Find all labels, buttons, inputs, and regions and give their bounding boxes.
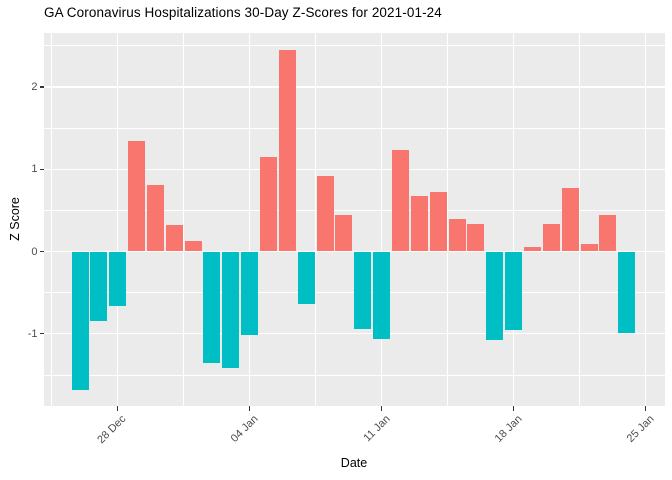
gridline-major-vertical bbox=[249, 33, 251, 406]
x-tick-mark bbox=[117, 406, 119, 411]
bar-2021-01-08 bbox=[316, 175, 334, 252]
gridline-major-vertical bbox=[381, 33, 383, 406]
gridline-minor-horizontal bbox=[44, 374, 665, 376]
bar-2021-01-15 bbox=[448, 219, 466, 252]
bar-2021-01-17 bbox=[486, 251, 504, 341]
gridline-minor-horizontal bbox=[44, 45, 665, 47]
bar-2021-01-09 bbox=[335, 215, 353, 252]
bar-2021-01-14 bbox=[429, 192, 447, 252]
gridline-major-vertical bbox=[645, 33, 647, 406]
chart-title: GA Coronavirus Hospitalizations 30-Day Z… bbox=[44, 5, 442, 20]
bar-2021-01-03 bbox=[222, 251, 240, 368]
bar-2021-01-19 bbox=[524, 247, 542, 252]
gridline-minor-vertical bbox=[579, 33, 581, 406]
bar-2021-01-10 bbox=[354, 251, 372, 329]
y-axis-title: Z Score bbox=[8, 197, 22, 241]
y-tick-mark bbox=[39, 86, 44, 88]
y-tick-mark bbox=[39, 333, 44, 335]
gridline-major-vertical bbox=[513, 33, 515, 406]
bar-2021-01-21 bbox=[561, 188, 579, 252]
y-tick-label: -1 bbox=[27, 327, 38, 340]
bar-2021-01-04 bbox=[241, 251, 259, 336]
gridline-minor-vertical bbox=[51, 33, 53, 406]
gridline-major-horizontal bbox=[44, 333, 665, 335]
x-tick-label: 18 Jan bbox=[492, 413, 525, 445]
x-tick-label: 25 Jan bbox=[624, 413, 657, 445]
x-tick-label: 04 Jan bbox=[228, 413, 261, 445]
bar-2021-01-23 bbox=[599, 215, 617, 252]
y-tick-label: 1 bbox=[31, 163, 38, 176]
bar-2021-01-16 bbox=[467, 224, 485, 252]
gridline-major-horizontal bbox=[44, 168, 665, 170]
gridline-minor-vertical bbox=[183, 33, 185, 406]
gridline-major-horizontal bbox=[44, 250, 665, 253]
bar-2020-12-30 bbox=[146, 184, 164, 252]
y-tick-mark bbox=[39, 250, 44, 253]
plot-panel bbox=[44, 33, 665, 406]
bar-2020-12-27 bbox=[90, 251, 108, 322]
bar-2021-01-13 bbox=[410, 196, 428, 252]
gridline-major-horizontal bbox=[44, 86, 665, 88]
bar-2021-01-20 bbox=[542, 224, 560, 252]
x-tick-label: 28 Dec bbox=[95, 413, 129, 447]
bar-2021-01-06 bbox=[278, 49, 296, 252]
gridline-major-vertical bbox=[117, 33, 119, 406]
gridline-minor-vertical bbox=[447, 33, 449, 406]
bar-2021-01-22 bbox=[580, 244, 598, 252]
bar-2021-01-01 bbox=[184, 240, 202, 252]
x-axis-title: Date bbox=[340, 456, 368, 470]
gridline-minor-horizontal bbox=[44, 127, 665, 129]
bar-2021-01-12 bbox=[392, 150, 410, 252]
x-tick-mark bbox=[381, 406, 383, 411]
bar-2021-01-18 bbox=[505, 251, 523, 330]
bar-2020-12-31 bbox=[165, 225, 183, 252]
bar-2021-01-02 bbox=[203, 251, 221, 363]
gridline-minor-horizontal bbox=[44, 210, 665, 211]
bar-2020-12-26 bbox=[71, 251, 89, 390]
bar-2021-01-11 bbox=[373, 251, 391, 339]
x-tick-mark bbox=[513, 406, 515, 411]
y-tick-mark bbox=[39, 168, 44, 170]
gridline-minor-vertical bbox=[315, 33, 317, 406]
bar-2021-01-05 bbox=[260, 156, 278, 252]
bar-2020-12-28 bbox=[109, 251, 127, 306]
bar-2021-01-24 bbox=[618, 251, 636, 333]
x-tick-mark bbox=[645, 406, 647, 411]
x-tick-mark bbox=[249, 406, 251, 411]
x-tick-label: 11 Jan bbox=[360, 413, 393, 445]
y-tick-label: 2 bbox=[31, 80, 38, 93]
y-tick-label: 0 bbox=[31, 245, 38, 258]
bar-2021-01-07 bbox=[297, 251, 315, 305]
bar-2020-12-29 bbox=[128, 141, 146, 252]
